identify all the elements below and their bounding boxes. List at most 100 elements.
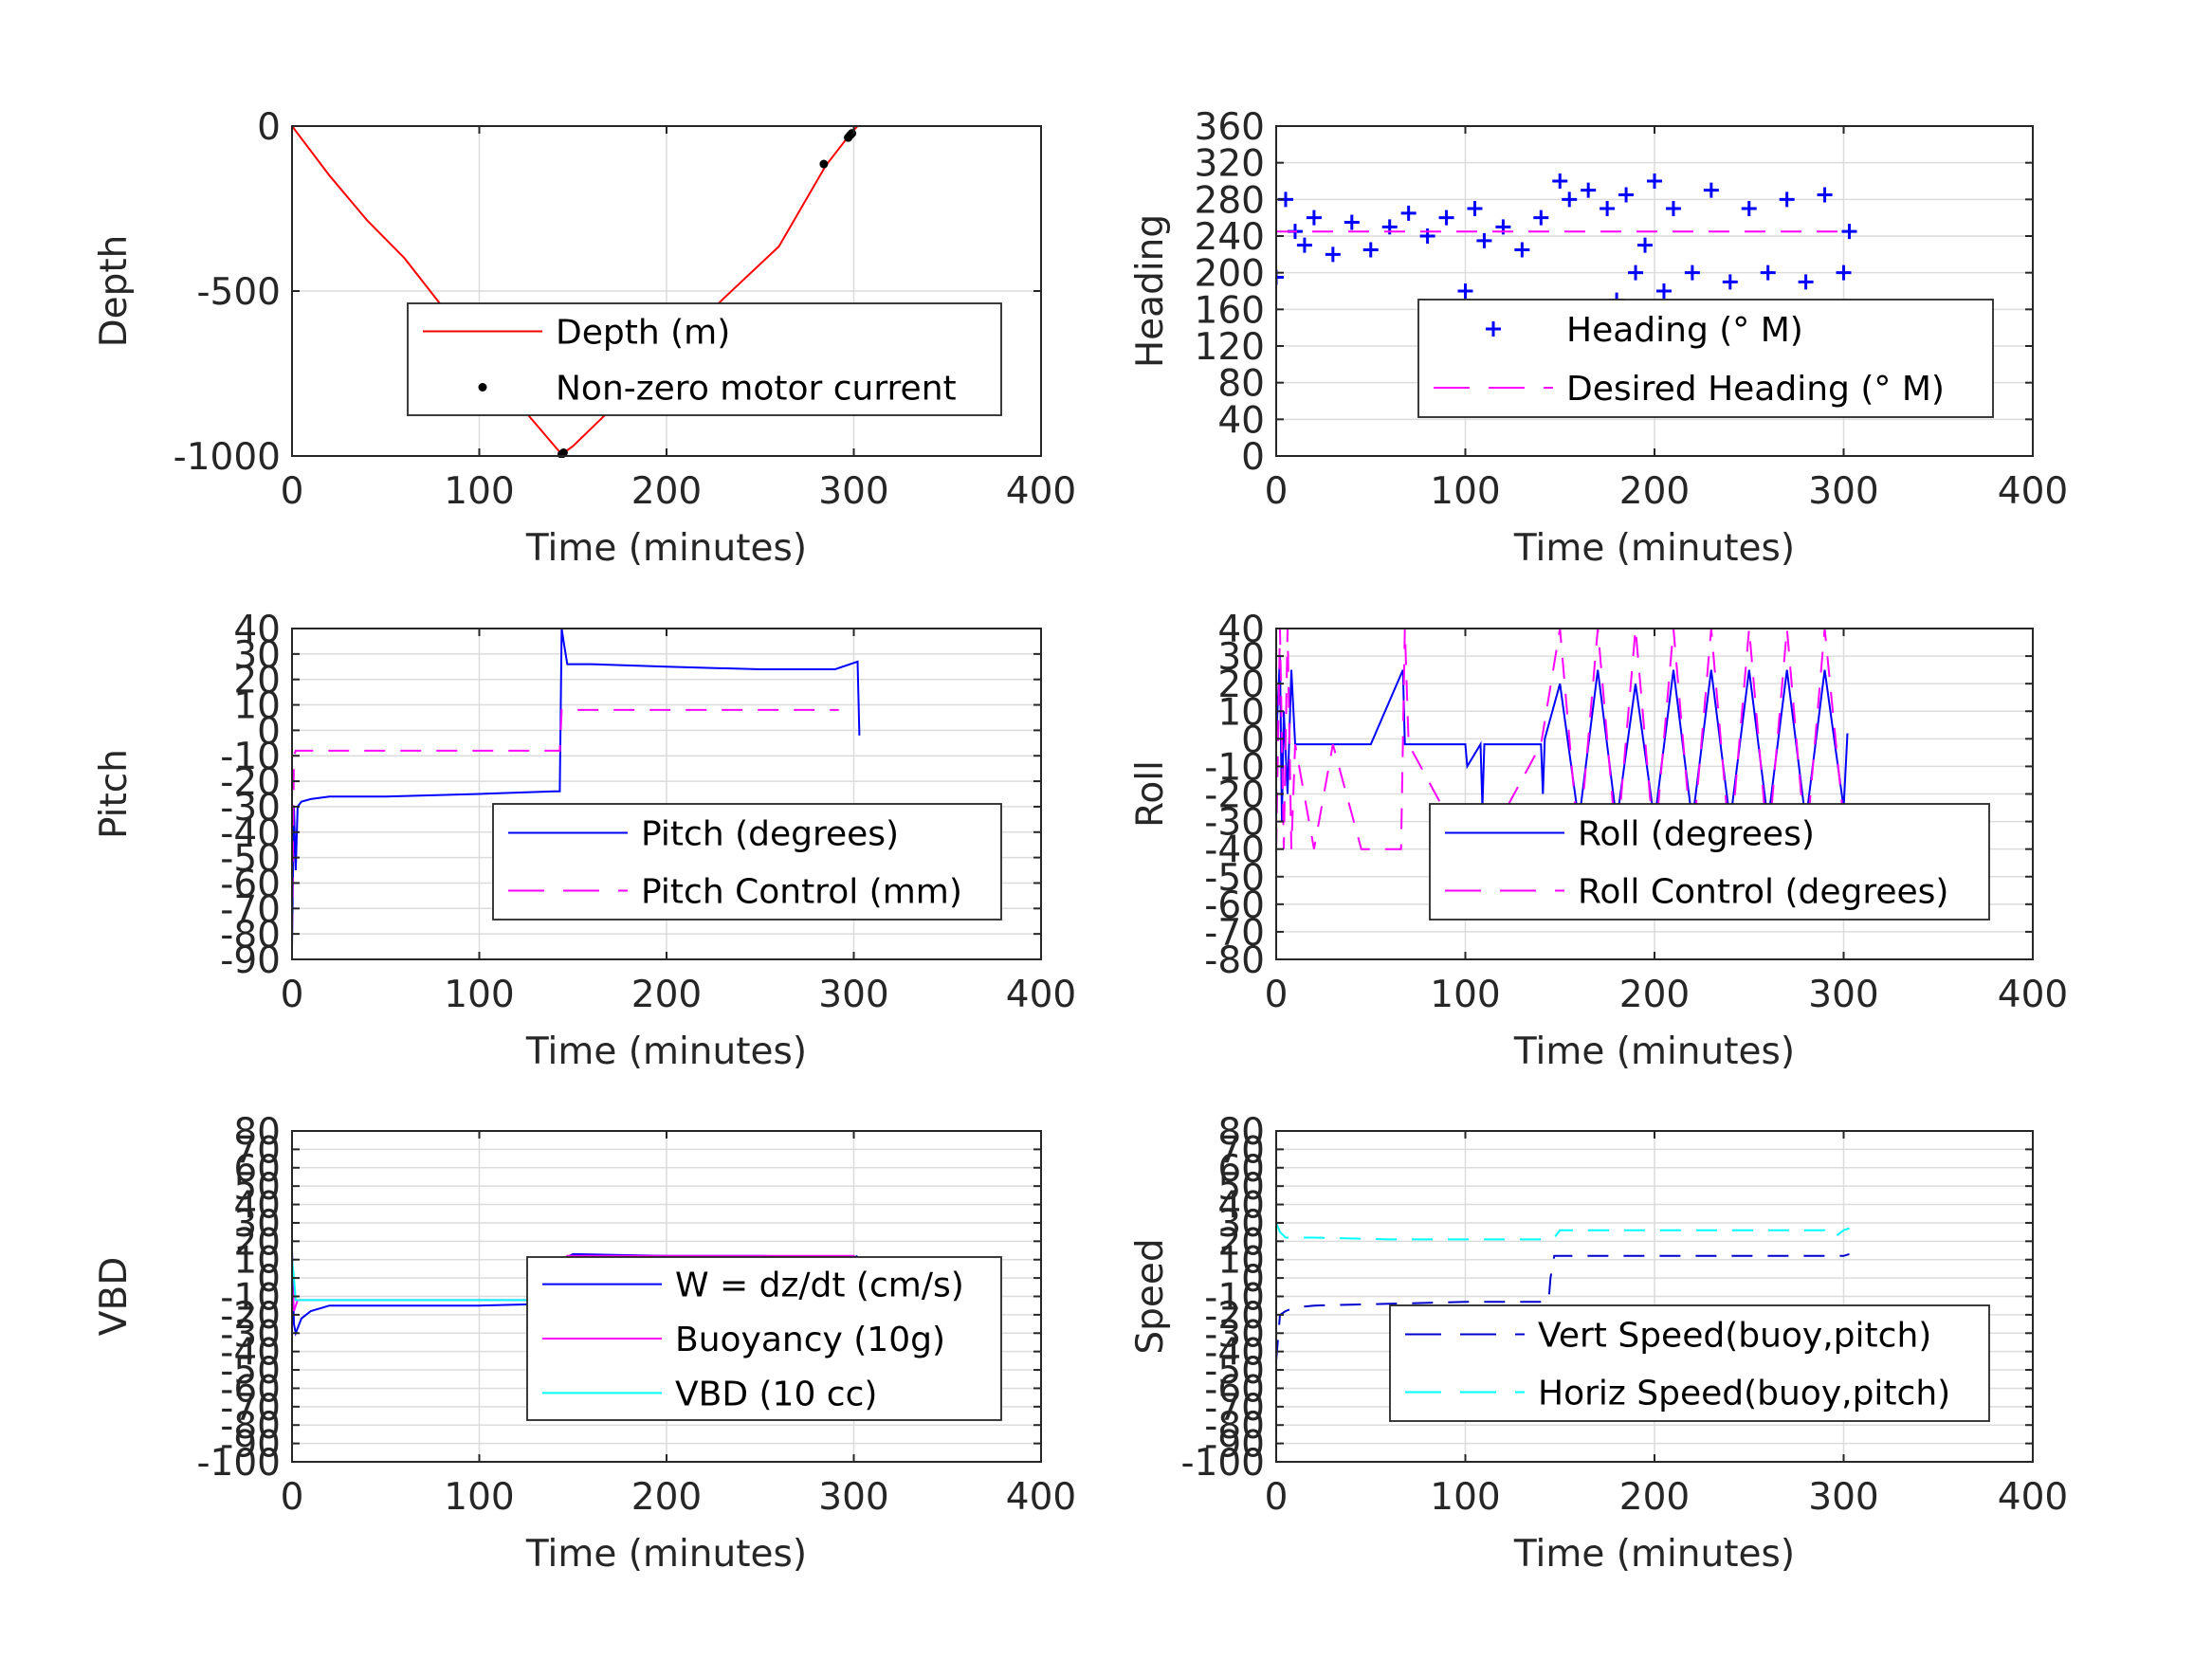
y-tick-label: 80 xyxy=(233,1111,281,1154)
x-tick-label: 400 xyxy=(1006,1476,1076,1519)
legend: Pitch (degrees) Pitch Control (mm) xyxy=(492,803,1002,921)
x-tick-label: 300 xyxy=(1808,470,1878,513)
data-point xyxy=(1362,242,1379,258)
y-axis: -1000 -500 0 Depth xyxy=(93,106,1041,479)
y-tick-label: 10 xyxy=(233,685,281,728)
y-tick-label: -20 xyxy=(220,761,281,804)
y-tick-label: 40 xyxy=(233,1185,281,1228)
x-axis: 0 100 200 300 400 Time (minutes) xyxy=(1265,629,2068,1073)
x-tick-label: 0 xyxy=(281,470,304,513)
legend-item: Heading (° M) xyxy=(1486,311,1803,350)
series-1 xyxy=(292,125,859,456)
legend-item: Pitch Control (mm) xyxy=(508,873,962,912)
x-tick-label: 200 xyxy=(631,974,702,1016)
data-point xyxy=(1655,283,1672,299)
data-point xyxy=(1276,269,1284,285)
y-tick-label: -40 xyxy=(220,1332,281,1375)
x-tick-label: 400 xyxy=(1998,974,2068,1016)
y-tick-label: 160 xyxy=(1195,289,1265,332)
y-tick-label: 80 xyxy=(1217,1111,1265,1154)
y-tick-label: -60 xyxy=(1204,884,1265,927)
y-tick-label: 70 xyxy=(233,1129,281,1172)
y-axis-title: Roll xyxy=(1129,760,1172,828)
legend-item: W = dz/dt (cm/s) xyxy=(542,1267,964,1305)
y-tick-label: 10 xyxy=(1217,1240,1265,1283)
data-point xyxy=(1628,264,1644,281)
data-point xyxy=(848,129,857,138)
y-tick-label: 80 xyxy=(1217,363,1265,406)
y-tick-label: -70 xyxy=(220,888,281,931)
data-point xyxy=(1562,191,1578,208)
series-2 xyxy=(292,708,839,935)
x-axis: 0 100 200 300 400 Time (minutes) xyxy=(281,629,1076,1073)
data-point xyxy=(1514,242,1530,258)
x-tick-label: 200 xyxy=(631,470,702,513)
data-point xyxy=(1400,205,1417,221)
data-point xyxy=(1637,237,1654,253)
y-tick-label: -80 xyxy=(220,1405,281,1448)
data-point xyxy=(1817,187,1833,203)
x-tick-label: 400 xyxy=(1998,1476,2068,1519)
y-tick-label: 20 xyxy=(1217,1221,1265,1264)
y-tick-label: 20 xyxy=(233,660,281,702)
legend-box xyxy=(1417,299,1994,418)
y-tick-label: 10 xyxy=(1217,691,1265,734)
data-point xyxy=(1618,187,1635,203)
y-axis-title: Heading xyxy=(1129,214,1172,368)
y-tick-label: -70 xyxy=(1204,1387,1265,1430)
y-tick-label: -30 xyxy=(1204,802,1265,845)
y-tick-label: -10 xyxy=(1204,1277,1265,1320)
data-point xyxy=(1344,214,1360,230)
y-tick-label: 50 xyxy=(233,1166,281,1209)
x-tick-label: 0 xyxy=(1265,974,1289,1016)
legend-box xyxy=(492,803,1002,921)
legend-label: Roll (degrees) xyxy=(1578,815,1815,854)
data-point xyxy=(1476,232,1492,248)
y-tick-label: -60 xyxy=(220,1368,281,1411)
y-tick-label: -30 xyxy=(1204,1313,1265,1356)
y-axis-title: Pitch xyxy=(93,749,136,839)
y-tick-label: 0 xyxy=(1241,436,1265,479)
data-point xyxy=(1779,191,1795,208)
y-axis: -100-90-80-70-60-50-40-30-20-10010203040… xyxy=(93,1111,1041,1485)
y-tick-label: -40 xyxy=(220,812,281,855)
legend: Vert Speed(buoy,pitch) Horiz Speed(buoy,p… xyxy=(1389,1304,1990,1422)
x-tick-label: 400 xyxy=(1006,470,1076,513)
y-tick-label: -10 xyxy=(220,736,281,778)
legend: Depth (m) Non-zero motor current xyxy=(407,302,1002,416)
y-tick-label: 280 xyxy=(1195,179,1265,222)
y-tick-label: -90 xyxy=(1204,1424,1265,1467)
data-point xyxy=(1836,264,1852,281)
data-point xyxy=(1325,246,1341,263)
y-tick-label: -50 xyxy=(1204,1350,1265,1393)
x-axis-title: Time (minutes) xyxy=(525,1533,807,1576)
legend-label: Non-zero motor current xyxy=(556,370,957,409)
x-axis: 0 100 200 300 400 Time (minutes) xyxy=(281,126,1076,570)
y-axis-title: Speed xyxy=(1129,1238,1172,1354)
y-tick-label: -100 xyxy=(196,1442,281,1485)
series-line xyxy=(292,125,859,456)
legend-label: Desired Heading (° M) xyxy=(1566,370,1945,409)
y-tick-label: 10 xyxy=(233,1240,281,1283)
y-tick-label: 0 xyxy=(257,1258,281,1301)
data-point xyxy=(1533,210,1549,226)
legend-item: Roll Control (degrees) xyxy=(1445,873,1948,912)
legend-box xyxy=(1389,1304,1990,1422)
y-tick-label: 40 xyxy=(1217,1185,1265,1228)
y-tick-label: -40 xyxy=(1204,830,1265,872)
x-tick-label: 100 xyxy=(444,974,514,1016)
x-tick-label: 200 xyxy=(631,1476,702,1519)
y-tick-label: -60 xyxy=(1204,1368,1265,1411)
y-axis-title: VBD xyxy=(93,1257,136,1336)
data-point xyxy=(1703,182,1719,198)
data-point xyxy=(1665,201,1681,216)
series-layer xyxy=(1276,1222,1850,1361)
legend-marker xyxy=(1486,321,1501,337)
y-tick-label: -80 xyxy=(220,914,281,957)
legend-item: Depth (m) xyxy=(423,314,730,353)
y-tick-label: -50 xyxy=(1204,857,1265,900)
